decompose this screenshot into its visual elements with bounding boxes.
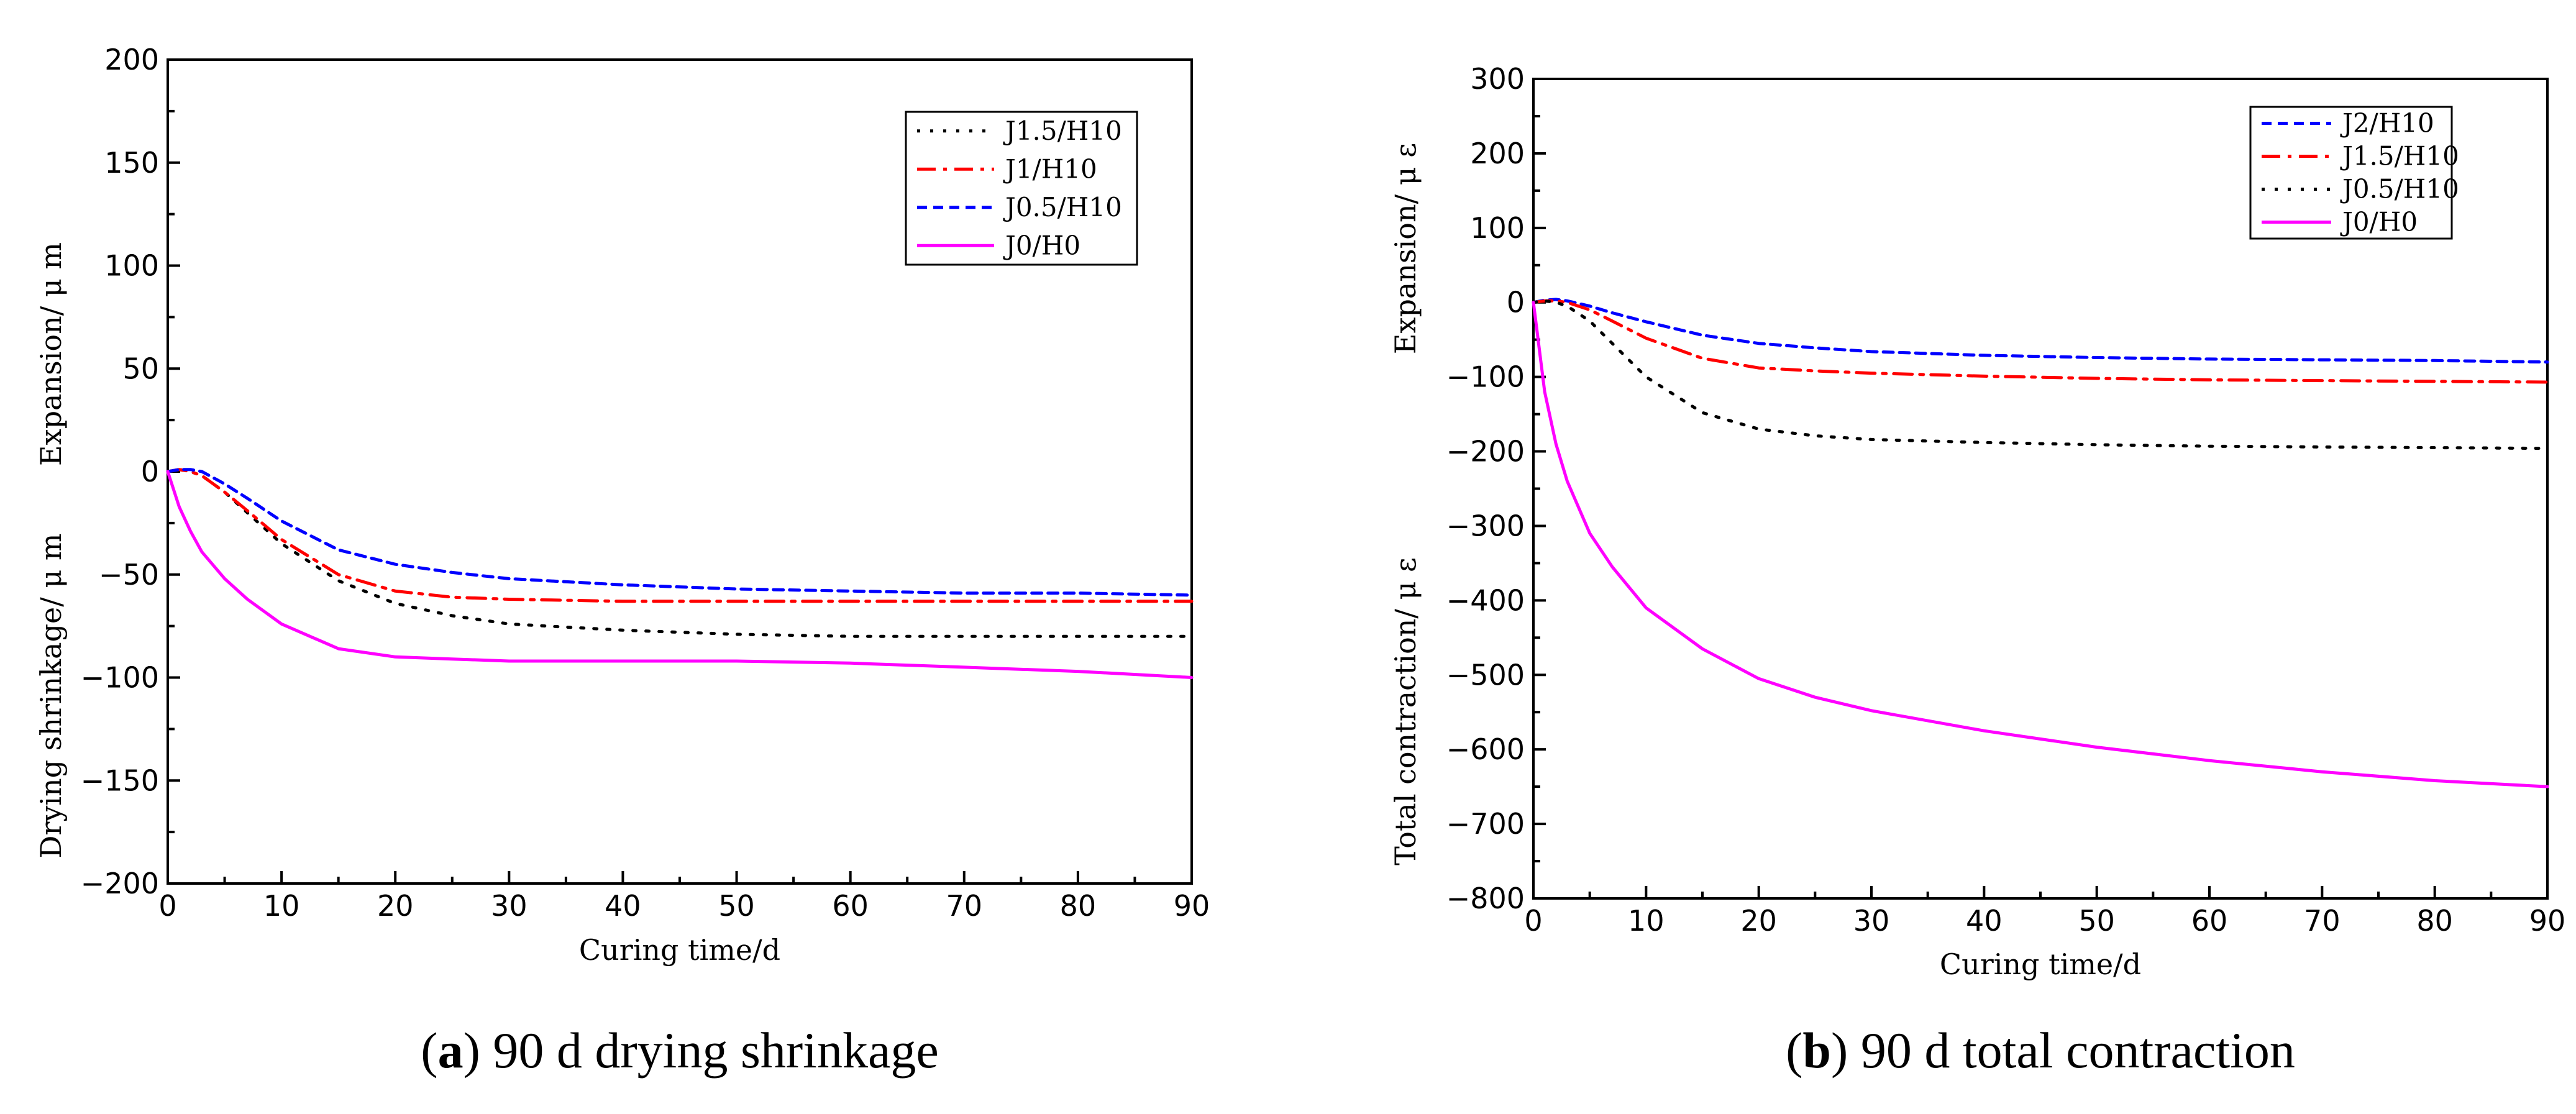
x-tick-label: 80 <box>2416 904 2453 938</box>
x-tick-label: 30 <box>1853 904 1890 938</box>
y-tick-label: 0 <box>1507 286 1525 319</box>
y-axis-title-upper: Expansion/ μ ε <box>1389 143 1422 354</box>
figure-caption: (b) 90 d total contraction <box>1786 1022 2295 1079</box>
chart-drying-shrinkage: 0 10 20 30 40 50 60 70 80 90 −200 −150 −100 −50 0 50 100… <box>34 43 1210 1079</box>
x-tick-label: 60 <box>832 889 869 923</box>
x-axis-title: Curing time/d <box>579 933 780 967</box>
y-tick-label: −100 <box>1446 360 1525 394</box>
y-tick-label: −400 <box>1446 583 1525 617</box>
x-axis-title: Curing time/d <box>1940 947 2141 981</box>
x-tick-label: 50 <box>718 889 755 923</box>
series-line-j0-h0 <box>166 470 1194 679</box>
x-tick-label: 10 <box>1628 904 1665 938</box>
x-tick-label: 20 <box>1740 904 1777 938</box>
y-tick-label: −300 <box>1446 509 1525 542</box>
y-tick-label: 300 <box>1470 62 1525 96</box>
caption-paren: ( <box>1786 1022 1802 1079</box>
x-tick-label: 30 <box>491 889 528 923</box>
y-tick-label: −500 <box>1446 658 1525 692</box>
x-tick-label: 40 <box>1966 904 2003 938</box>
y-tick-label: 0 <box>141 455 159 488</box>
legend-label: J1.5/H10 <box>2340 141 2459 171</box>
legend-label: J0.5/H10 <box>1003 192 1122 222</box>
x-tick-label: 0 <box>1524 904 1542 938</box>
figure-caption: (a) 90 d drying shrinkage <box>421 1022 939 1079</box>
x-tick-label: 40 <box>605 889 641 923</box>
x-tick-label: 20 <box>377 889 414 923</box>
legend-label: J0/H0 <box>1003 230 1080 260</box>
series-line-j1-5-h10 <box>166 468 1194 638</box>
caption-text: ) 90 d drying shrinkage <box>464 1022 939 1079</box>
series-line-j1-5-h10 <box>1532 299 2549 384</box>
series-line-j0-5-h10 <box>166 468 1194 597</box>
legend-box <box>2249 106 2453 240</box>
x-tick-label: 80 <box>1060 889 1097 923</box>
x-tick-label: 50 <box>2078 904 2115 938</box>
caption-text: ) 90 d total contraction <box>1831 1022 2295 1079</box>
y-tick-label: −150 <box>81 764 159 797</box>
y-tick-label: −700 <box>1446 807 1525 841</box>
y-tick-label: −200 <box>81 867 159 900</box>
y-tick-label: 150 <box>104 146 159 180</box>
x-tick-label: 90 <box>2529 904 2566 938</box>
y-tick-label: 200 <box>1470 137 1525 170</box>
y-tick-label: −200 <box>1446 435 1525 468</box>
legend-label: J1.5/H10 <box>1003 116 1122 146</box>
series-line-j2-h10 <box>1532 298 2549 364</box>
y-tick-label: 50 <box>122 352 159 385</box>
x-tick-label: 70 <box>946 889 983 923</box>
y-axis-title-lower: Total contraction/ μ ε <box>1389 557 1422 865</box>
y-tick-label: −100 <box>81 661 159 695</box>
series-line-j1-h10 <box>166 468 1194 603</box>
legend-box <box>905 111 1138 266</box>
caption-letter: b <box>1802 1022 1831 1079</box>
legend-label: J0.5/H10 <box>2340 174 2459 204</box>
y-axis-title-upper: Expansion/ μ m <box>34 242 68 466</box>
y-axis-title-lower: Drying shrinkage/ μ m <box>34 533 68 858</box>
caption-paren: ( <box>421 1022 437 1079</box>
y-tick-label: −50 <box>99 558 159 591</box>
series-line-j0-h0 <box>1532 301 2549 788</box>
x-tick-label: 90 <box>1174 889 1210 923</box>
x-tick-label: 60 <box>2191 904 2228 938</box>
y-tick-label: 100 <box>1470 211 1525 245</box>
x-tick-label: 0 <box>158 889 176 923</box>
x-tick-label: 70 <box>2304 904 2341 938</box>
x-tick-label: 10 <box>263 889 300 923</box>
chart-total-contraction: 0 10 20 30 40 50 60 70 80 90 −800 −700 −600 −500 −400 −… <box>1389 62 2565 1079</box>
y-tick-label: 200 <box>104 43 159 76</box>
caption-letter: a <box>438 1022 464 1079</box>
legend-label: J2/H10 <box>2340 108 2434 139</box>
y-tick-label: −800 <box>1446 882 1525 915</box>
legend-label: J1/H10 <box>1003 153 1097 184</box>
series-line-j0-5-h10 <box>1532 299 2549 450</box>
legend-label: J0/H0 <box>2340 207 2418 237</box>
y-tick-label: 100 <box>104 249 159 283</box>
y-tick-label: −600 <box>1446 733 1525 766</box>
